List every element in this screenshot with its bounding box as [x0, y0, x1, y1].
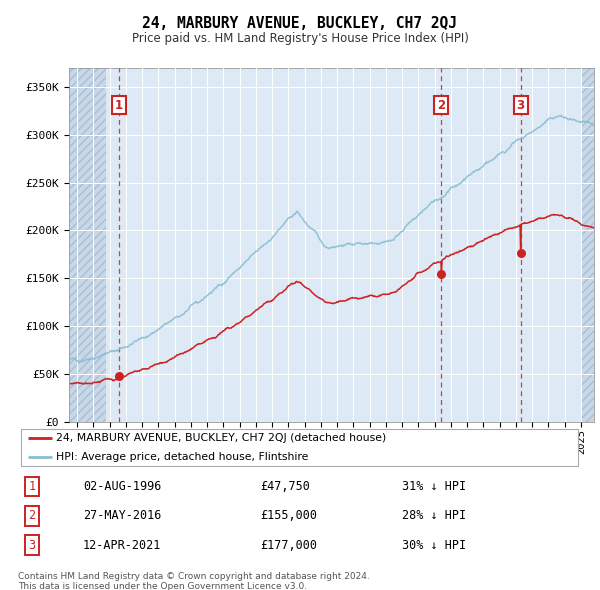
Text: 27-MAY-2016: 27-MAY-2016 [83, 509, 161, 523]
Text: Contains HM Land Registry data © Crown copyright and database right 2024.: Contains HM Land Registry data © Crown c… [18, 572, 370, 581]
Text: 2: 2 [437, 99, 445, 112]
Text: 31% ↓ HPI: 31% ↓ HPI [401, 480, 466, 493]
Text: 3: 3 [29, 539, 35, 552]
Text: 02-AUG-1996: 02-AUG-1996 [83, 480, 161, 493]
Text: 2: 2 [29, 509, 35, 523]
Text: 1: 1 [29, 480, 35, 493]
Text: 1: 1 [115, 99, 123, 112]
Text: Price paid vs. HM Land Registry's House Price Index (HPI): Price paid vs. HM Land Registry's House … [131, 32, 469, 45]
Text: HPI: Average price, detached house, Flintshire: HPI: Average price, detached house, Flin… [56, 453, 309, 462]
Text: £47,750: £47,750 [260, 480, 310, 493]
Text: 3: 3 [517, 99, 524, 112]
FancyBboxPatch shape [21, 429, 578, 466]
Text: This data is licensed under the Open Government Licence v3.0.: This data is licensed under the Open Gov… [18, 582, 307, 590]
Text: 24, MARBURY AVENUE, BUCKLEY, CH7 2QJ (detached house): 24, MARBURY AVENUE, BUCKLEY, CH7 2QJ (de… [56, 434, 386, 444]
Text: 28% ↓ HPI: 28% ↓ HPI [401, 509, 466, 523]
Text: £155,000: £155,000 [260, 509, 317, 523]
Text: 12-APR-2021: 12-APR-2021 [83, 539, 161, 552]
Text: 24, MARBURY AVENUE, BUCKLEY, CH7 2QJ: 24, MARBURY AVENUE, BUCKLEY, CH7 2QJ [143, 16, 458, 31]
Text: £177,000: £177,000 [260, 539, 317, 552]
Text: 30% ↓ HPI: 30% ↓ HPI [401, 539, 466, 552]
